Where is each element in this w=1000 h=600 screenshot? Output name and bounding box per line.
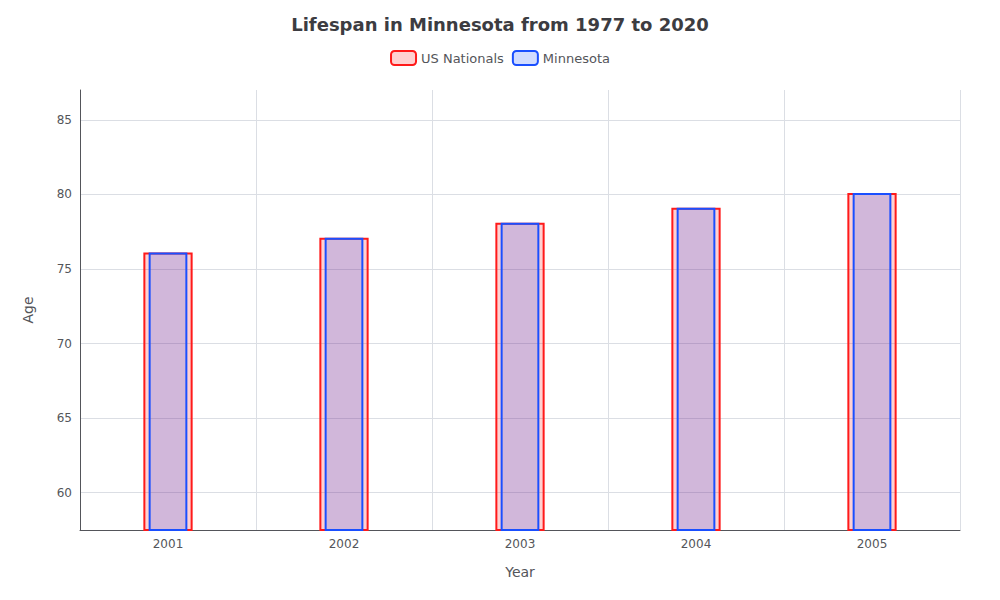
- svg-text:2001: 2001: [153, 537, 184, 551]
- svg-text:Age: Age: [20, 296, 36, 323]
- svg-text:2005: 2005: [857, 537, 888, 551]
- svg-text:70: 70: [57, 337, 72, 351]
- svg-text:60: 60: [57, 486, 72, 500]
- svg-text:Lifespan in Minnesota from 197: Lifespan in Minnesota from 1977 to 2020: [291, 14, 709, 35]
- svg-text:Year: Year: [504, 564, 535, 580]
- svg-text:2002: 2002: [329, 537, 360, 551]
- svg-text:85: 85: [57, 113, 72, 127]
- svg-text:75: 75: [57, 262, 72, 276]
- svg-text:2003: 2003: [505, 537, 536, 551]
- svg-text:80: 80: [57, 187, 72, 201]
- svg-text:2004: 2004: [681, 537, 712, 551]
- svg-text:Minnesota: Minnesota: [543, 51, 610, 66]
- svg-text:US Nationals: US Nationals: [421, 51, 504, 66]
- svg-text:65: 65: [57, 411, 72, 425]
